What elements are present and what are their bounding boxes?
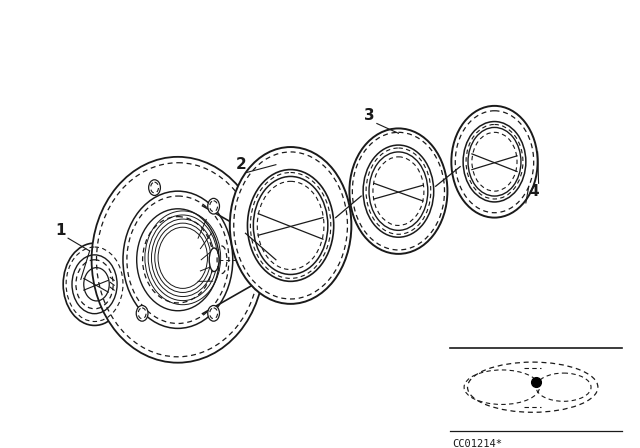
Ellipse shape bbox=[208, 198, 220, 214]
Ellipse shape bbox=[230, 147, 351, 304]
Ellipse shape bbox=[349, 129, 447, 254]
Text: 1: 1 bbox=[55, 223, 65, 238]
Ellipse shape bbox=[148, 180, 161, 195]
Ellipse shape bbox=[92, 157, 264, 363]
Ellipse shape bbox=[208, 306, 220, 321]
Text: CC01214*: CC01214* bbox=[452, 439, 502, 448]
Ellipse shape bbox=[256, 240, 276, 280]
Ellipse shape bbox=[63, 243, 126, 325]
Text: 4: 4 bbox=[529, 184, 539, 198]
Ellipse shape bbox=[209, 248, 219, 271]
Text: 3: 3 bbox=[364, 108, 374, 123]
Text: 2: 2 bbox=[236, 157, 247, 172]
Ellipse shape bbox=[451, 106, 538, 218]
Ellipse shape bbox=[136, 306, 148, 321]
Ellipse shape bbox=[468, 362, 598, 412]
